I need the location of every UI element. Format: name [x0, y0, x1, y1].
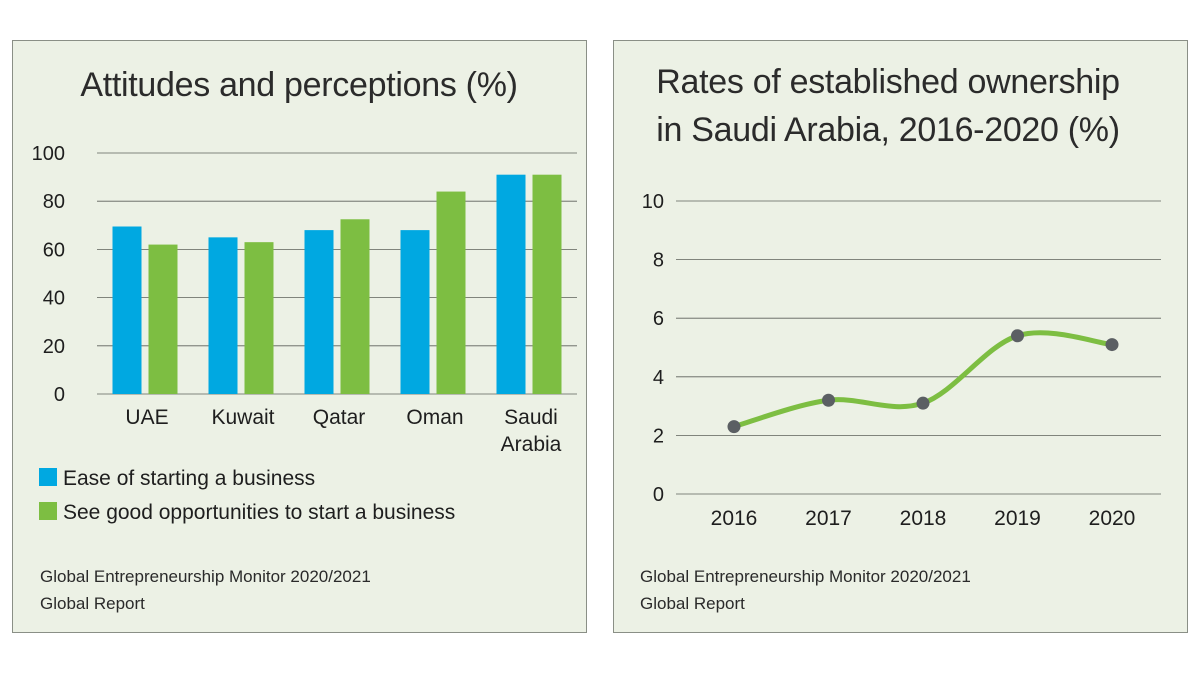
x-category-label: Kuwait — [211, 406, 274, 429]
data-point — [822, 393, 835, 407]
source-text: Global Report — [40, 594, 145, 613]
x-tick-label: 2016 — [711, 507, 758, 530]
x-tick-label: 2019 — [994, 507, 1041, 530]
y-tick-label: 4 — [653, 367, 664, 389]
legend-label: Ease of starting a business — [63, 467, 315, 490]
line-chart: Rates of established ownership in Saudi … — [640, 63, 1161, 613]
bar — [148, 244, 178, 394]
y-tick-label: 2 — [653, 425, 664, 447]
bar — [244, 242, 274, 394]
legend-label: See good opportunities to start a busine… — [63, 501, 455, 524]
x-category-label: Arabia — [501, 433, 562, 456]
bar-chart-title: Attitudes and perceptions (%) — [80, 66, 517, 104]
bar — [436, 191, 466, 394]
y-tick-label: 80 — [43, 191, 65, 213]
data-point — [727, 420, 741, 434]
data-point — [916, 396, 930, 410]
bar-chart: Attitudes and perceptions (%) 0 20 40 60 80 1… — [32, 66, 577, 613]
bar — [112, 226, 142, 394]
legend-swatch — [39, 502, 57, 520]
x-category-label: Oman — [406, 406, 463, 429]
line-chart-title-line-1: Rates of established ownership — [656, 63, 1120, 101]
y-tick-label: 10 — [642, 191, 664, 213]
y-tick-label: 40 — [43, 288, 65, 310]
data-point — [1011, 329, 1024, 343]
line-chart-panel: Rates of established ownership in Saudi … — [613, 40, 1188, 633]
source-text: Global Report — [640, 594, 745, 613]
x-tick-label: 2017 — [805, 507, 852, 530]
line-chart-title-line-2: in Saudi Arabia, 2016-2020 (%) — [656, 111, 1120, 149]
x-category-label: UAE — [125, 406, 168, 429]
y-tick-label: 6 — [653, 308, 664, 330]
legend-swatch — [39, 468, 57, 486]
y-tick-label: 100 — [32, 143, 65, 165]
series-line — [731, 330, 1115, 430]
x-tick-label: 2018 — [900, 507, 947, 530]
source-text: Global Entrepreneurship Monitor 2020/202… — [640, 567, 971, 586]
x-category-label: Saudi — [504, 406, 558, 429]
y-tick-label: 0 — [54, 384, 65, 406]
bar-chart-panel: Attitudes and perceptions (%) 0 20 40 60 80 1… — [12, 40, 587, 633]
x-tick-label: 2020 — [1089, 507, 1136, 530]
bar — [304, 230, 334, 394]
bar — [532, 174, 562, 394]
x-category-label: Qatar — [313, 406, 366, 429]
y-tick-label: 8 — [653, 250, 664, 272]
data-point — [1105, 338, 1119, 352]
bar — [208, 237, 238, 394]
bar — [496, 174, 526, 394]
y-tick-label: 60 — [43, 239, 65, 261]
bar — [340, 219, 370, 394]
source-text: Global Entrepreneurship Monitor 2020/202… — [40, 567, 371, 586]
y-tick-label: 0 — [653, 484, 664, 506]
bar — [400, 230, 430, 394]
y-tick-label: 20 — [43, 336, 65, 358]
